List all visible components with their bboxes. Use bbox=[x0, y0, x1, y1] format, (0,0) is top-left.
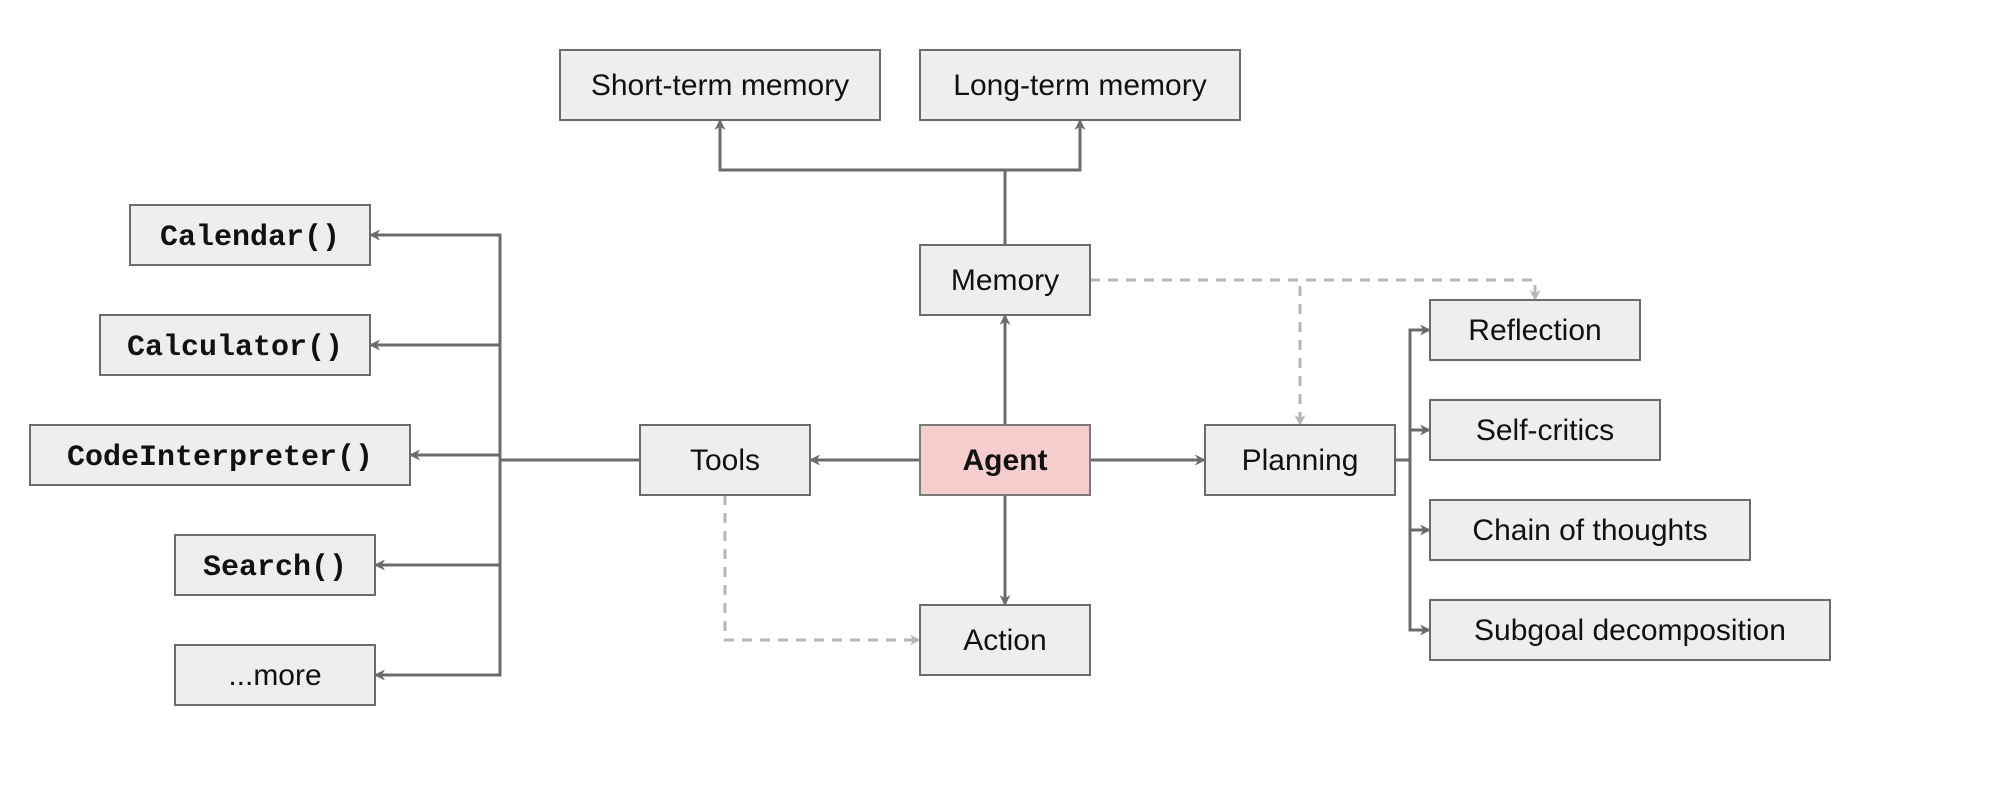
node-cot: Chain of thoughts bbox=[1430, 500, 1750, 560]
node-subgoal: Subgoal decomposition bbox=[1430, 600, 1830, 660]
edge-planning-subgoal bbox=[1395, 460, 1430, 630]
node-action-label: Action bbox=[963, 624, 1046, 657]
node-memory: Memory bbox=[920, 245, 1090, 315]
node-reflection: Reflection bbox=[1430, 300, 1640, 360]
node-selfcritics: Self-critics bbox=[1430, 400, 1660, 460]
node-agent-label: Agent bbox=[963, 444, 1048, 477]
edge-planning-cot bbox=[1395, 460, 1430, 530]
node-calendar-label: Calendar() bbox=[160, 221, 340, 255]
node-action: Action bbox=[920, 605, 1090, 675]
edge-tools-action bbox=[725, 495, 920, 640]
node-more: ...more bbox=[175, 645, 375, 705]
node-search: Search() bbox=[175, 535, 375, 595]
node-stm-label: Short-term memory bbox=[591, 69, 849, 102]
edge-memory-planning bbox=[1090, 280, 1300, 425]
edge-memory-ltm bbox=[1005, 120, 1080, 245]
edge-memory-stm bbox=[720, 120, 1005, 245]
node-ltm: Long-term memory bbox=[920, 50, 1240, 120]
edge-tools-more bbox=[375, 460, 640, 675]
node-calendar: Calendar() bbox=[130, 205, 370, 265]
nodes-layer: Agent Memory Tools Planning Action Short-term… bbox=[30, 50, 1830, 705]
node-tools: Tools bbox=[640, 425, 810, 495]
node-search-label: Search() bbox=[203, 551, 347, 585]
node-memory-label: Memory bbox=[951, 264, 1059, 297]
edge-tools-search bbox=[375, 460, 640, 565]
node-selfcritics-label: Self-critics bbox=[1476, 414, 1614, 447]
node-more-label: ...more bbox=[228, 659, 321, 692]
node-codeinterp-label: CodeInterpreter() bbox=[67, 441, 373, 475]
node-codeinterp: CodeInterpreter() bbox=[30, 425, 410, 485]
node-agent: Agent bbox=[920, 425, 1090, 495]
node-calculator: Calculator() bbox=[100, 315, 370, 375]
node-tools-label: Tools bbox=[690, 444, 760, 477]
node-cot-label: Chain of thoughts bbox=[1472, 514, 1707, 547]
node-ltm-label: Long-term memory bbox=[953, 69, 1206, 102]
node-stm: Short-term memory bbox=[560, 50, 880, 120]
node-planning-label: Planning bbox=[1242, 444, 1359, 477]
node-planning: Planning bbox=[1205, 425, 1395, 495]
node-reflection-label: Reflection bbox=[1468, 314, 1601, 347]
edge-planning-selfcritics bbox=[1395, 430, 1430, 460]
edge-memory-reflection bbox=[1090, 280, 1535, 300]
node-subgoal-label: Subgoal decomposition bbox=[1474, 614, 1786, 647]
node-calculator-label: Calculator() bbox=[127, 331, 343, 365]
edges-layer bbox=[370, 120, 1535, 675]
edge-planning-reflection bbox=[1395, 330, 1430, 460]
agent-architecture-diagram: Agent Memory Tools Planning Action Short-term… bbox=[0, 0, 1999, 793]
